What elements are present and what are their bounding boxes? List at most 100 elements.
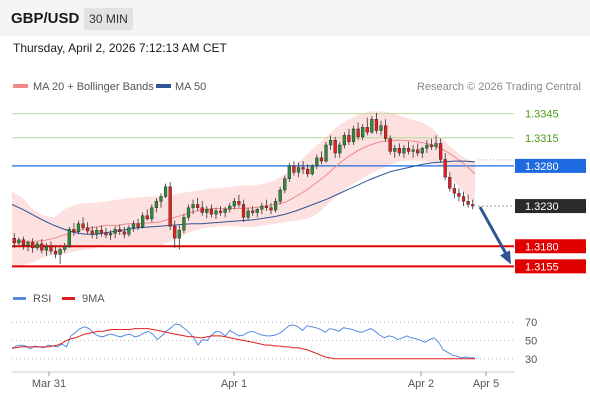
support-label-box-1.3155 [515, 259, 586, 274]
candle-body [246, 210, 250, 218]
candle-body [402, 148, 406, 154]
candle-body [466, 201, 470, 205]
candle-body [122, 231, 126, 235]
candle-body [205, 209, 209, 213]
candle-body [76, 223, 81, 232]
candle-body [461, 196, 466, 202]
candle-body [232, 201, 236, 207]
symbol-label: GBP/USD [11, 10, 80, 27]
candle-body [338, 144, 342, 154]
candle-body [452, 188, 456, 194]
candle-body [131, 223, 136, 228]
rsi-tick-50: 50 [525, 336, 537, 348]
candle-body [200, 207, 204, 213]
candle-body [361, 127, 365, 138]
candle-body [411, 149, 415, 152]
candle-body [95, 229, 99, 235]
candle-body [448, 176, 452, 189]
ma20-legend-label: MA 20 + Bollinger Bands [33, 81, 154, 93]
candle-body [251, 210, 255, 213]
candle-body [150, 207, 154, 220]
ma50-legend-label: MA 50 [175, 81, 206, 93]
forecast-arrow-head [500, 250, 511, 265]
candle-body [347, 135, 351, 142]
candle-body [12, 238, 16, 244]
candle-body [342, 135, 346, 146]
candle-body [53, 250, 58, 255]
candle-body [136, 223, 140, 228]
rsi-ma9-line [12, 328, 475, 360]
candle-body [182, 217, 186, 231]
candle-body [81, 223, 85, 228]
candle-body [177, 229, 181, 239]
candle-body [191, 204, 195, 208]
candle-body [287, 165, 291, 179]
candle-body [237, 201, 241, 205]
support-label-box-1.3180 [515, 239, 586, 254]
candle-body [306, 168, 310, 175]
chart-datetime: Thursday, April 2, 2026 7:12:13 AM CET [13, 41, 227, 55]
candle-body [209, 209, 214, 215]
time-tick-label: Apr 1 [221, 378, 247, 390]
candle-body [374, 119, 379, 131]
support-label-1.3180: 1.3180 [525, 241, 559, 253]
candle-body [154, 201, 159, 208]
ma50-legend-swatch [156, 84, 171, 88]
candle-body [388, 138, 392, 152]
candle-body [471, 204, 475, 207]
interval-button[interactable]: 30 MIN [84, 8, 133, 30]
candle-body [145, 215, 149, 220]
candle-body [273, 201, 278, 211]
rsi-legend-label: RSI [33, 293, 51, 305]
time-tick-label: Apr 2 [408, 378, 434, 390]
candle-body [269, 207, 273, 211]
candle-body [393, 148, 397, 152]
rsi-layer: 70 50 30 [11, 317, 537, 366]
candle-body [397, 148, 401, 154]
candle-body [90, 230, 94, 235]
candle-body [223, 209, 227, 213]
last-price-box [515, 199, 586, 214]
candle-body [370, 119, 374, 133]
candle-body [379, 125, 383, 131]
candle-body [324, 144, 328, 162]
candle-body [218, 210, 223, 213]
candle-body [260, 205, 264, 210]
ma9-legend-label: 9MA [82, 293, 105, 305]
candle-body [296, 167, 301, 173]
time-axis: Mar 31 Apr 1 Apr 2 Apr 5 [12, 371, 515, 390]
candle-body [58, 249, 62, 255]
candle-body [429, 144, 434, 147]
chart-header: GBP/USD 30 MIN [0, 0, 590, 36]
ma9-legend-swatch [62, 297, 75, 300]
candle-body [86, 227, 90, 232]
candle-body [283, 178, 287, 191]
candle-body [328, 139, 333, 146]
candle-body [438, 143, 443, 160]
rsi-tick-70: 70 [525, 317, 537, 329]
candle-body [31, 242, 35, 249]
candle-body [186, 207, 191, 218]
candle-body [17, 239, 21, 244]
candle-body [159, 196, 163, 202]
candle-body [127, 227, 131, 235]
candle-body [319, 157, 324, 162]
pivot-label: 1.3280 [525, 161, 559, 173]
candle-body [425, 144, 429, 149]
candle-body [264, 205, 269, 208]
bollinger-band-area [12, 111, 475, 268]
candle-body [228, 205, 232, 210]
candle-body [173, 225, 177, 239]
candle-body [26, 242, 30, 246]
copyright-label: Research © 2026 Trading Central [417, 81, 581, 93]
candle-body [163, 186, 168, 197]
ma20-legend-swatch [13, 84, 28, 88]
candle-body [49, 246, 53, 252]
candle-body [113, 229, 117, 234]
rsi-legend-swatch [13, 297, 26, 300]
candle-body [356, 128, 360, 138]
candle-body [278, 189, 282, 202]
candle-body [406, 148, 411, 152]
candle-body [72, 229, 76, 232]
candle-body [443, 159, 447, 178]
